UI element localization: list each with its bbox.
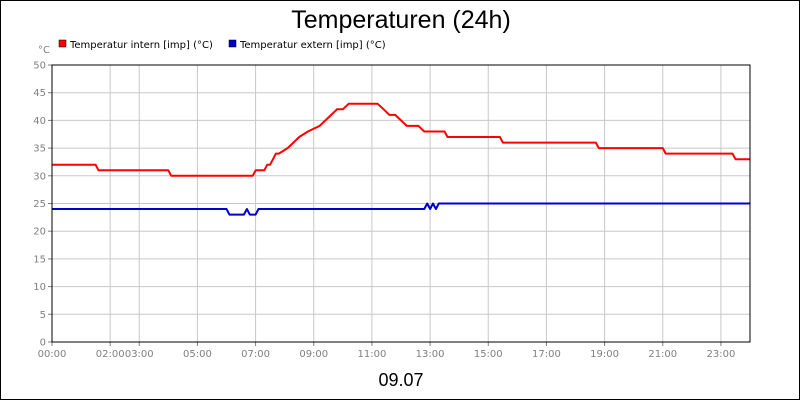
x-tick-label: 07:00 [241, 349, 270, 360]
x-tick-label: 05:00 [183, 349, 212, 360]
y-tick-label: 20 [33, 227, 46, 238]
legend: Temperatur intern [imp] (°C) Temperatur … [58, 39, 386, 51]
series-line-extern [52, 202, 750, 216]
legend-label-extern: Temperatur extern [imp] (°C) [239, 40, 386, 51]
y-tick-label: 25 [33, 199, 46, 210]
x-tick-label: 13:00 [416, 349, 445, 360]
y-tick-labels: 0 5 10 15 20 25 30 35 40 45 50 [33, 61, 46, 349]
x-tick-label: 09:00 [299, 349, 328, 360]
x-tick-label: 02:00 [96, 349, 125, 360]
x-tick-labels: 00:00 02:00 03:00 05:00 07:00 09:00 11:00 13:00… [38, 349, 736, 360]
chart-title: Temperaturen (24h) [291, 6, 511, 34]
x-tick-label: 19:00 [590, 349, 619, 360]
x-tick-label: 03:00 [125, 349, 154, 360]
x-tick-label: 23:00 [707, 349, 736, 360]
legend-swatch-extern [228, 39, 237, 48]
x-tick-label: 21:00 [648, 349, 677, 360]
plot-area-border [51, 64, 751, 343]
date-label: 09.07 [378, 370, 423, 390]
series-line-intern [52, 102, 750, 177]
y-tick-label: 40 [33, 116, 46, 127]
y-axis-unit: °C [38, 45, 50, 56]
legend-label-intern: Temperatur intern [imp] (°C) [69, 40, 213, 51]
legend-swatch-intern [58, 39, 67, 48]
y-tick-label: 30 [33, 171, 46, 182]
y-tick-label: 15 [33, 254, 46, 265]
y-tick-label: 0 [40, 338, 46, 349]
y-tick-label: 10 [33, 282, 46, 293]
x-tick-label: 15:00 [474, 349, 503, 360]
y-tick-label: 50 [33, 61, 46, 72]
y-tick-label: 35 [33, 144, 46, 155]
y-tick-label: 45 [33, 88, 46, 99]
y-tick-label: 5 [40, 310, 46, 321]
x-tick-label: 17:00 [532, 349, 561, 360]
x-tick-label: 11:00 [358, 349, 387, 360]
x-tick-label: 00:00 [38, 349, 67, 360]
grid [48, 64, 750, 346]
series-lines [52, 102, 750, 216]
